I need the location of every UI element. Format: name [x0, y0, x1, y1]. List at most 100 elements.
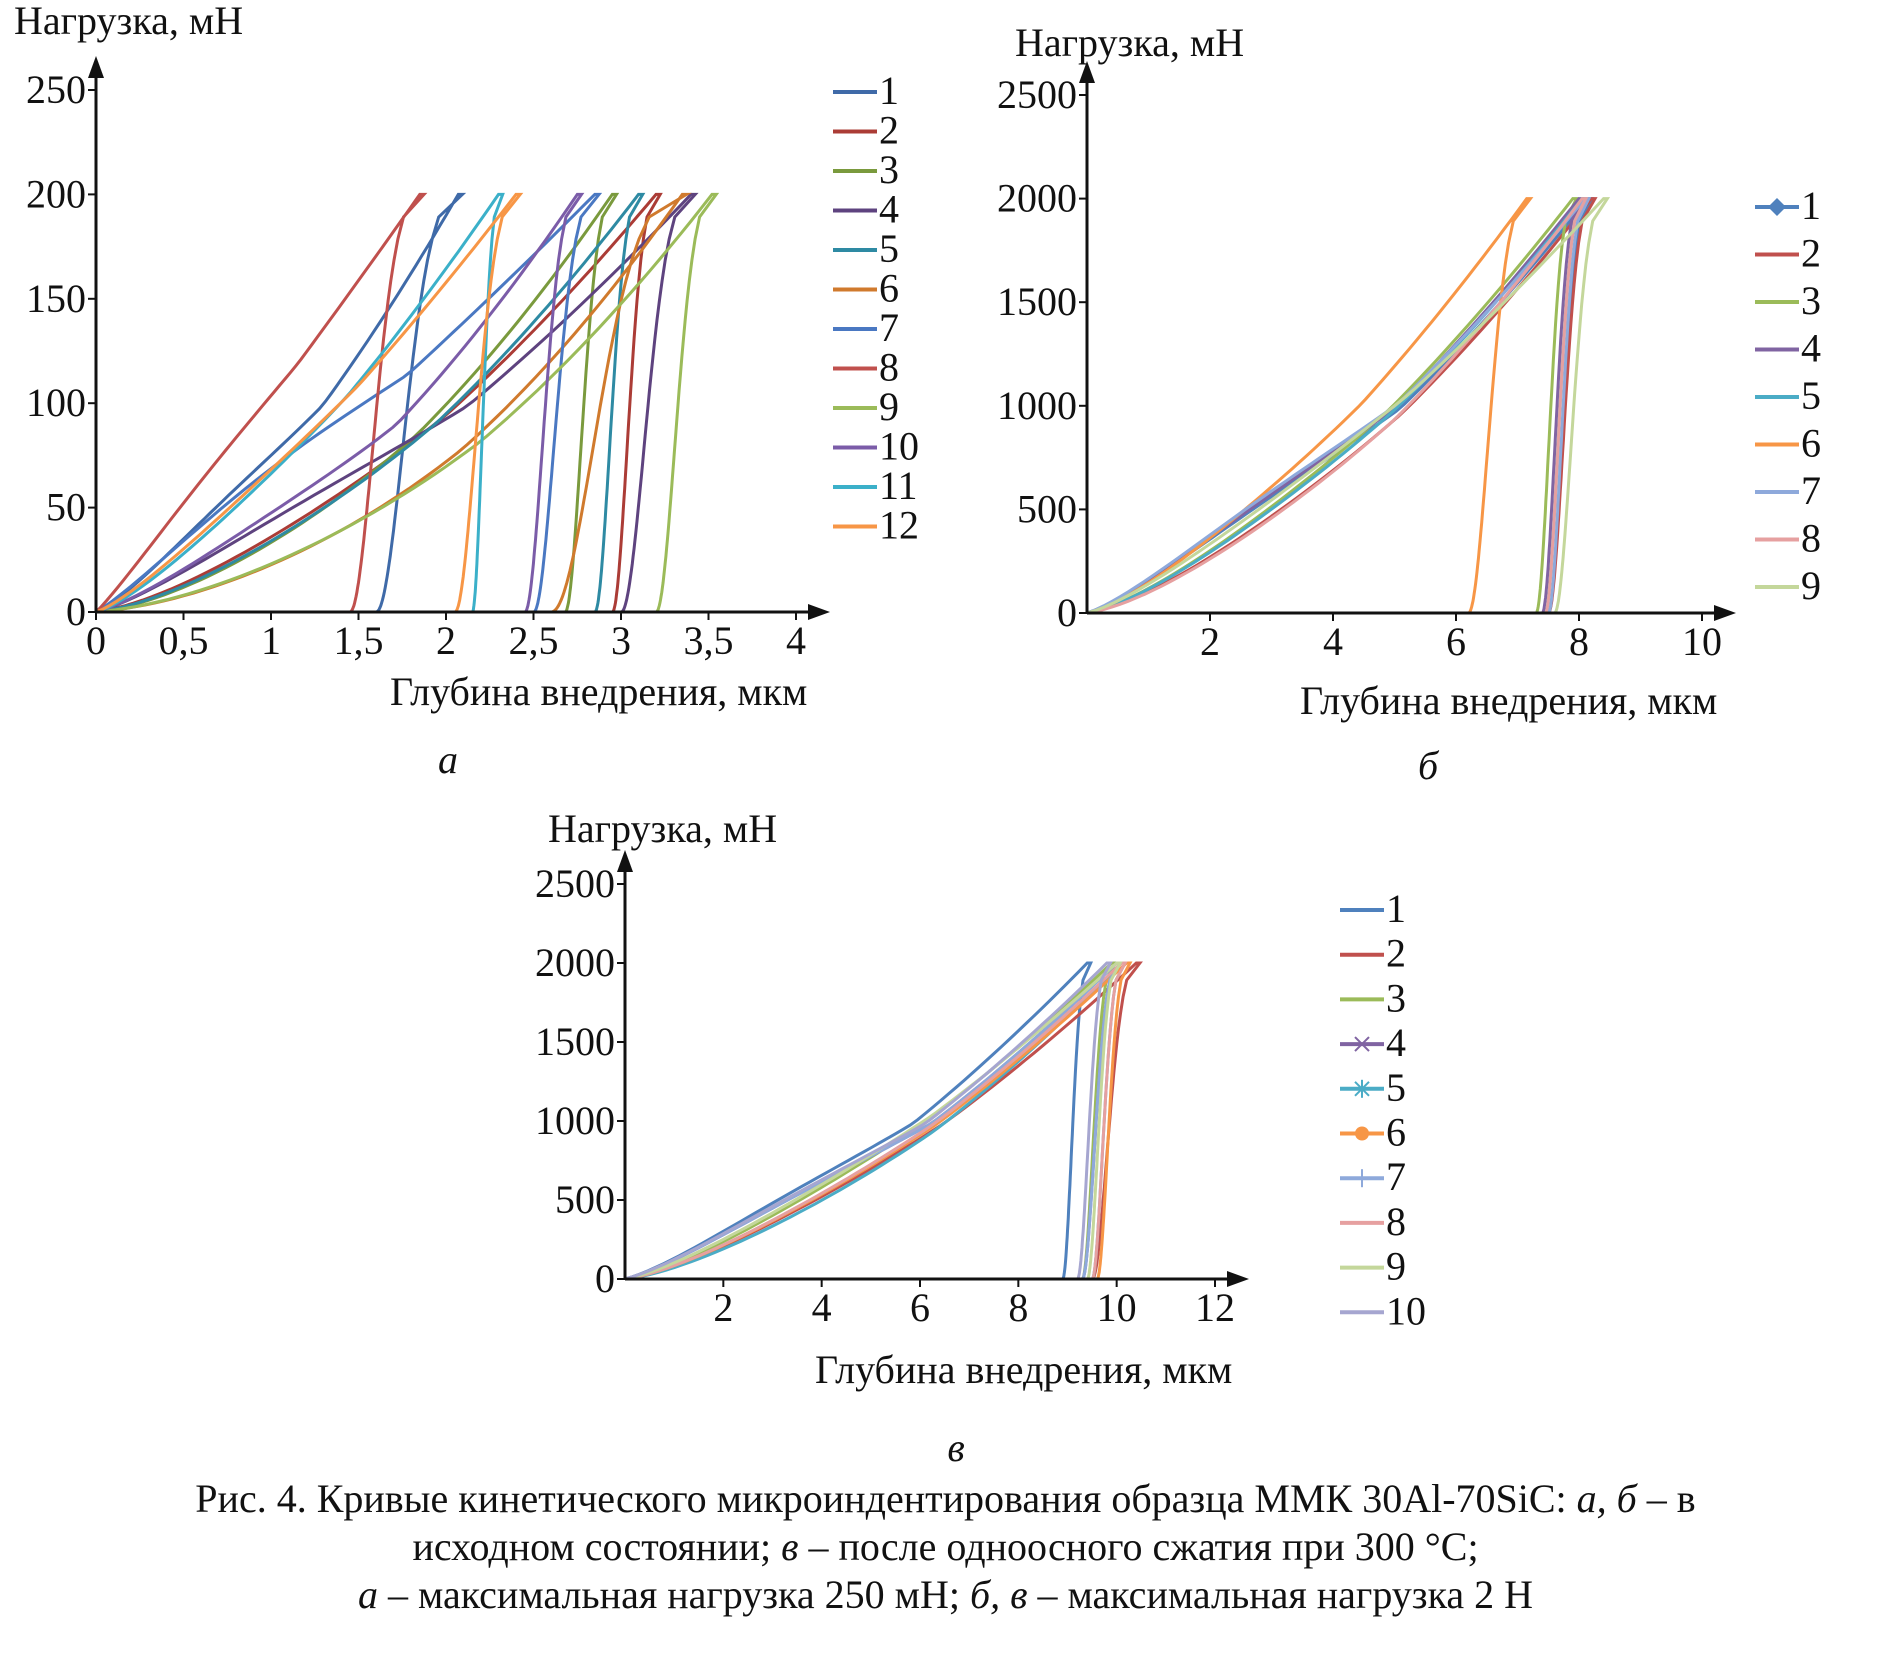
legend-label: 5 — [1801, 373, 1821, 418]
caption-italic: в — [781, 1524, 799, 1569]
series-line-6 — [1086, 197, 1534, 615]
y-tick-label: 1000 — [535, 1098, 615, 1143]
chart-panel-b: 0 500 1000 1500 2000 2500 2 4 6 8 10 Нагрузка, мН Гл… — [997, 20, 1821, 788]
y-tick-label: 200 — [26, 171, 86, 216]
panel-letter: б — [1418, 743, 1440, 788]
x-tick-label: 4 — [1323, 619, 1343, 664]
series-line-1 — [1086, 197, 1595, 615]
series-line-9 — [1086, 197, 1611, 615]
y-tick-label: 1500 — [997, 279, 1077, 324]
y-axis-label: Нагрузка, мН — [14, 0, 243, 43]
caption-italic: б, в — [969, 1572, 1028, 1617]
x-tick-label: 10 — [1097, 1285, 1137, 1330]
legend-marker-cross-icon — [1354, 1036, 1370, 1052]
y-tick-label: 0 — [66, 589, 86, 634]
caption-text: – максимальная нагрузка 2 Н — [1027, 1572, 1534, 1617]
series-line-12 — [95, 192, 524, 614]
x-tick-label: 1 — [261, 618, 281, 663]
y-tick-label: 500 — [1017, 486, 1077, 531]
series-line-7 — [1086, 197, 1592, 615]
x-tick-label: 8 — [1008, 1285, 1028, 1330]
x-axis-label: Глубина внедрения, мкм — [390, 669, 807, 714]
legend-marker-diamond-icon — [1768, 198, 1786, 216]
x-tick-label: 2 — [713, 1285, 733, 1330]
caption-text: – в — [1636, 1476, 1696, 1521]
caption-line-1: Рис. 4. Кривые кинетического микроиндент… — [0, 1475, 1891, 1523]
legend-marker-circle-icon — [1355, 1126, 1369, 1141]
caption-line-2: исходном состоянии; в – после одноосного… — [0, 1523, 1891, 1571]
caption-italic: а, б — [1576, 1476, 1637, 1521]
legend-label: 3 — [1801, 278, 1821, 323]
legend-label: 1 — [879, 68, 899, 113]
series-line-5 — [95, 192, 646, 614]
series-line-6 — [624, 961, 1133, 1281]
y-axis-arrow-icon — [88, 56, 104, 78]
legend-label: 4 — [879, 187, 899, 232]
y-axis-arrow-icon — [1079, 61, 1095, 83]
series-line-4 — [1086, 197, 1586, 615]
legend-label: 4 — [1801, 326, 1821, 371]
caption-text: Рис. 4. Кривые кинетического микроиндент… — [195, 1476, 1577, 1521]
y-tick-label: 150 — [26, 276, 86, 321]
legend-label: 7 — [1386, 1154, 1406, 1199]
y-tick-label: 0 — [1057, 590, 1077, 635]
legend-label: 6 — [1801, 421, 1821, 466]
legend-label: 5 — [1386, 1065, 1406, 1110]
x-tick-label: 3,5 — [684, 618, 734, 663]
legend-label: 3 — [879, 147, 899, 192]
x-tick-label: 2,5 — [509, 618, 559, 663]
y-axis-arrow-icon — [617, 850, 633, 872]
x-axis-label: Глубина внедрения, мкм — [1300, 678, 1717, 723]
x-tick-label: 4 — [812, 1285, 832, 1330]
series-line-8 — [624, 961, 1128, 1281]
caption-line-3: а – максимальная нагрузка 250 мН; б, в –… — [0, 1571, 1891, 1619]
y-tick-label: 0 — [595, 1256, 615, 1301]
panel-letter: а — [438, 737, 458, 782]
legend-label: 2 — [1386, 931, 1406, 976]
series-line-10 — [624, 961, 1113, 1281]
legend-label: 7 — [1801, 468, 1821, 513]
series-line-5 — [624, 961, 1128, 1281]
legend-label: 7 — [879, 305, 899, 350]
x-axis-arrow-icon — [1714, 605, 1736, 621]
legend-label: 10 — [1386, 1288, 1426, 1333]
legend-label: 9 — [879, 384, 899, 429]
series-line-2 — [1086, 197, 1598, 615]
x-axis-label: Глубина внедрения, мкм — [815, 1347, 1232, 1392]
x-tick-label: 6 — [910, 1285, 930, 1330]
figure-caption: Рис. 4. Кривые кинетического микроиндент… — [0, 1475, 1891, 1619]
panel-letter: в — [947, 1425, 964, 1470]
legend-label: 8 — [879, 345, 899, 390]
legend-label: 8 — [1386, 1199, 1406, 1244]
series-line-7 — [624, 961, 1123, 1281]
x-axis-arrow-icon — [808, 604, 830, 620]
legend-label: 9 — [1801, 563, 1821, 608]
x-tick-label: 6 — [1446, 619, 1466, 664]
y-tick-label: 1500 — [535, 1019, 615, 1064]
series-line-1 — [624, 961, 1094, 1281]
legend-label: 2 — [1801, 231, 1821, 276]
legend-label: 2 — [879, 108, 899, 153]
series-line-4 — [624, 961, 1123, 1281]
legend-label: 11 — [879, 463, 918, 508]
series-line-1 — [95, 192, 467, 614]
x-tick-label: 10 — [1682, 619, 1722, 664]
legend-label: 1 — [1386, 886, 1406, 931]
y-tick-label: 50 — [46, 485, 86, 530]
series-line-7 — [95, 192, 603, 614]
y-axis-label: Нагрузка, мН — [548, 806, 777, 851]
x-tick-label: 2 — [1200, 619, 1220, 664]
y-tick-label: 2500 — [997, 72, 1077, 117]
series-line-10 — [95, 192, 585, 614]
x-tick-label: 3 — [611, 618, 631, 663]
series-line-8 — [94, 192, 428, 614]
x-tick-label: 8 — [1569, 619, 1589, 664]
series-line-9 — [624, 961, 1123, 1281]
y-tick-label: 250 — [26, 67, 86, 112]
y-tick-label: 2000 — [997, 176, 1077, 221]
caption-italic: а — [357, 1572, 378, 1617]
x-tick-label: 1,5 — [334, 618, 384, 663]
y-tick-label: 2500 — [535, 861, 615, 906]
series-line-3 — [1086, 197, 1579, 615]
